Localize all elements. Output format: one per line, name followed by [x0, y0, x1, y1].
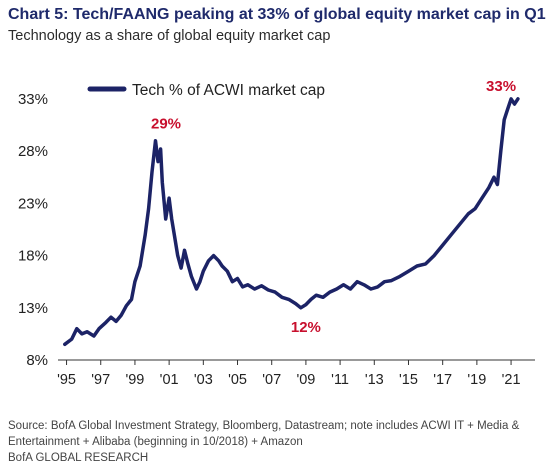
- research-credit: BofA GLOBAL RESEARCH: [8, 452, 149, 464]
- y-tick-label: 8%: [26, 352, 48, 369]
- x-tick-label: '21: [502, 372, 521, 388]
- annotation-layer: 29% 12% 33%: [151, 78, 516, 336]
- x-tick-label: '05: [228, 372, 247, 388]
- y-tick-label: 18%: [18, 248, 48, 265]
- chart-title: Chart 5: Tech/FAANG peaking at 33% of gl…: [8, 6, 546, 23]
- x-tick-label: '07: [262, 372, 281, 388]
- x-tick-label: '97: [91, 372, 110, 388]
- x-tick-label: '11: [331, 372, 349, 388]
- x-tick-label: '03: [194, 372, 213, 388]
- x-axis: '95 '97 '99 '01 '03 '05 '07 '09 '11 '13 '15 '17 '19 '…: [57, 359, 535, 388]
- legend: Tech % of ACWI market cap: [87, 82, 325, 99]
- y-tick-label: 23%: [18, 195, 48, 212]
- series-line: [63, 97, 520, 347]
- source-note: Source: BofA Global Investment Strategy,…: [8, 420, 520, 448]
- annotation-label: 33%: [486, 78, 516, 95]
- x-tick-label: '01: [160, 372, 179, 388]
- y-axis: 8% 13% 18% 23% 28% 33%: [18, 91, 48, 369]
- x-tick-label: '95: [57, 372, 76, 388]
- x-tick-label: '09: [296, 372, 315, 388]
- annotation-label: 12%: [291, 319, 321, 336]
- x-tick-label: '15: [399, 372, 418, 388]
- legend-label: Tech % of ACWI market cap: [132, 82, 325, 99]
- y-tick-label: 28%: [18, 143, 48, 160]
- chart-subtitle: Technology as a share of global equity m…: [8, 28, 331, 44]
- series-layer: [63, 97, 520, 347]
- y-tick-label: 13%: [18, 300, 48, 317]
- x-tick-label: '99: [125, 372, 144, 388]
- annotation-label: 29%: [151, 116, 181, 133]
- y-tick-label: 33%: [18, 91, 48, 108]
- x-tick-label: '19: [467, 372, 486, 388]
- x-tick-label: '17: [433, 372, 452, 388]
- x-tick-label: '13: [365, 372, 384, 388]
